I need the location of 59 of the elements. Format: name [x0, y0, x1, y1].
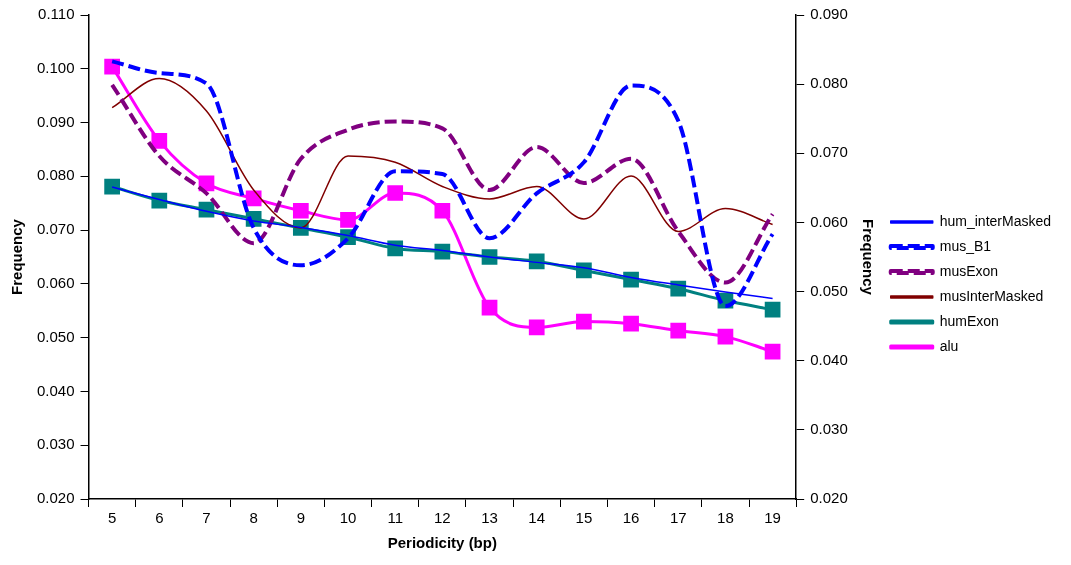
legend-label: alu — [939, 337, 959, 354]
y-tick-label: 0.100 — [36, 58, 75, 76]
x-tick-label: 12 — [434, 509, 451, 527]
y2-tick-label: 0.030 — [810, 420, 848, 437]
y2-tick-label: 0.070 — [810, 143, 848, 161]
x-tick-label: 10 — [339, 509, 357, 527]
x-tick-label: 15 — [575, 509, 593, 527]
y2-axis-title: Frequency — [859, 219, 877, 296]
x-tick-label: 14 — [528, 509, 546, 527]
y2-tick-label: 0.080 — [810, 74, 848, 92]
x-tick-label: 7 — [202, 509, 211, 527]
legend-label: humExon — [939, 312, 999, 329]
x-tick-label: 8 — [249, 509, 258, 527]
y2-tick-label: 0.090 — [810, 5, 848, 23]
point — [623, 315, 639, 332]
point — [528, 319, 545, 336]
legend-label: mus_B1 — [939, 237, 992, 254]
point — [717, 328, 734, 345]
x-tick-label: 13 — [481, 509, 498, 527]
point — [481, 299, 498, 316]
y-tick-label: 0.110 — [38, 5, 75, 23]
y-tick-label: 0.090 — [36, 112, 75, 130]
y-axis-title: Frequency — [8, 218, 26, 295]
x-axis-title: Periodicity (bp) — [387, 534, 497, 552]
y-tick-label: 0.050 — [36, 327, 75, 345]
point — [434, 202, 451, 219]
point — [340, 212, 356, 228]
x-tick-label: 17 — [669, 509, 687, 527]
x-tick-label: 9 — [296, 509, 305, 527]
y2-tick-label: 0.020 — [810, 489, 848, 507]
x-tick-label: 6 — [155, 509, 164, 527]
point — [151, 132, 168, 149]
point — [764, 343, 781, 360]
point — [576, 313, 592, 330]
legend-label: hum_interMasked — [939, 212, 1052, 229]
x-tick-label: 19 — [764, 509, 781, 527]
point — [670, 322, 687, 339]
x-tick-label: 18 — [717, 509, 734, 527]
y2-tick-label: 0.060 — [810, 212, 848, 230]
y2-tick-label: 0.050 — [810, 281, 848, 299]
x-tick-label: 5 — [107, 509, 117, 527]
line-series — [110, 82, 775, 285]
y-tick-label: 0.080 — [36, 166, 75, 184]
y-tick-label: 0.020 — [36, 489, 75, 507]
point — [104, 178, 120, 195]
y-tick-label: 0.030 — [36, 435, 75, 453]
legend-label: musExon — [939, 262, 999, 279]
y2-tick-label: 0.040 — [810, 350, 848, 368]
legend-label: musInterMasked — [939, 287, 1044, 304]
x-tick-label: 11 — [387, 509, 403, 527]
point — [387, 185, 404, 201]
y-tick-label: 0.060 — [36, 274, 75, 292]
y-tick-label: 0.070 — [36, 220, 75, 238]
y-tick-label: 0.040 — [36, 381, 75, 399]
x-tick-label: 16 — [622, 509, 640, 527]
point — [292, 202, 309, 219]
point — [198, 175, 215, 192]
point — [245, 190, 262, 207]
point — [764, 301, 781, 318]
